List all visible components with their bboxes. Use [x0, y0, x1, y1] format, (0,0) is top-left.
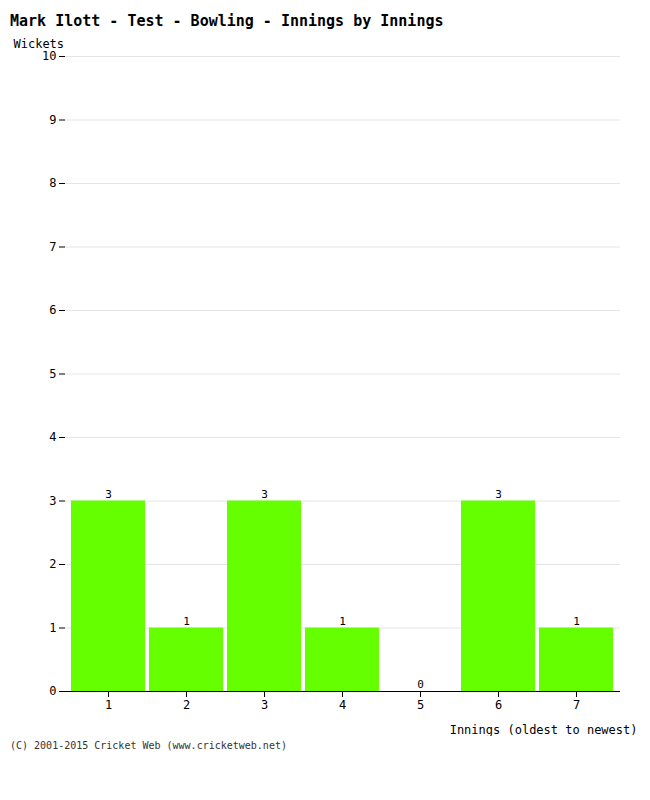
svg-text:6: 6 [495, 698, 502, 712]
svg-text:10: 10 [42, 49, 56, 63]
svg-text:3: 3 [49, 494, 56, 508]
svg-text:1: 1 [105, 698, 112, 712]
svg-text:7: 7 [573, 698, 580, 712]
svg-text:9: 9 [49, 113, 56, 127]
svg-text:3: 3 [495, 488, 502, 501]
svg-text:Wickets: Wickets [14, 37, 65, 51]
svg-text:4: 4 [49, 430, 56, 444]
svg-text:1: 1 [183, 615, 190, 628]
svg-text:1: 1 [339, 615, 346, 628]
svg-text:6: 6 [49, 303, 56, 317]
svg-text:3: 3 [261, 698, 268, 712]
html-text:(C) 2001-2015 Cricket Web (www: (C) 2001-2015 Cricket Web (www.cricketwe… [10, 740, 287, 751]
svg-text:2: 2 [183, 698, 190, 712]
svg-text:5: 5 [49, 367, 56, 381]
svg-text:4: 4 [339, 698, 346, 712]
svg-text:1: 1 [573, 615, 580, 628]
html-text:Mark Ilott - Test - Bowling -: Mark Ilott - Test - Bowling - Innings by… [10, 12, 444, 30]
svg-text:2: 2 [49, 557, 56, 571]
svg-text:0: 0 [49, 684, 56, 698]
svg-text:Innings (oldest to newest): Innings (oldest to newest) [450, 723, 638, 737]
svg-text:0: 0 [417, 678, 424, 691]
svg-text:5: 5 [417, 698, 424, 712]
svg-text:1: 1 [49, 621, 56, 635]
svg-text:8: 8 [49, 176, 56, 190]
svg-text:3: 3 [261, 488, 268, 501]
svg-text:3: 3 [105, 488, 112, 501]
svg-text:7: 7 [49, 240, 56, 254]
